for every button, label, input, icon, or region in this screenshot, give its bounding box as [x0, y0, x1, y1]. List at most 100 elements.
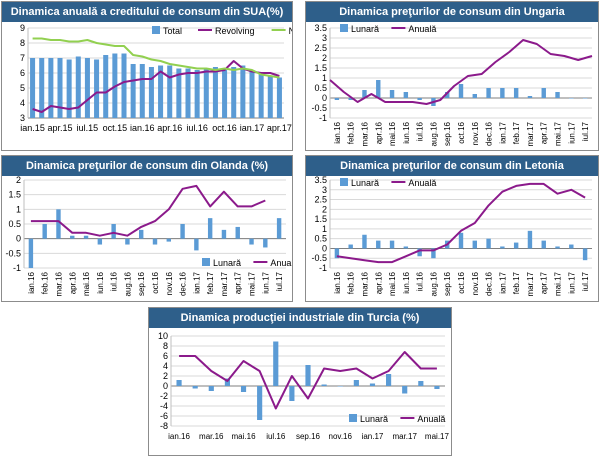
bar-total: [194, 70, 200, 118]
bar-lunară: [527, 96, 533, 98]
x-tick-label: dec.16: [179, 271, 188, 296]
x-tick-label: apr.16: [374, 121, 383, 144]
y-tick-label: 3: [322, 185, 327, 195]
bar-lunară: [257, 386, 263, 420]
x-tick-label: oct.16: [457, 271, 466, 293]
y-tick-label: 2.5: [314, 195, 327, 205]
x-tick-label: iul.16: [416, 271, 425, 291]
bar-lunară: [569, 98, 574, 99]
legend-label: Lunară: [360, 414, 388, 424]
x-tick-label: nov.16: [471, 271, 480, 295]
x-tick-label: apr.16: [68, 271, 77, 294]
y-tick-label: 3: [20, 113, 25, 123]
bar-lunară: [273, 341, 279, 386]
bar-lunară: [417, 98, 422, 100]
y-tick-label: 1: [16, 204, 21, 214]
x-tick-label: nov.16: [471, 121, 480, 145]
chart-letonia: -1-0.500.511.522.533.5 ian.16 feb.16 mar.16…: [311, 176, 592, 296]
y-tick-label: 7: [20, 53, 25, 63]
y-tick-label: 3.5: [314, 176, 327, 185]
bar-total: [75, 56, 81, 118]
x-tick-label: ian.16: [333, 121, 342, 143]
y-tick-label: -4: [160, 401, 168, 411]
bar-total: [203, 68, 209, 118]
bar-lunară: [486, 88, 491, 98]
legend-label: Total: [163, 26, 182, 36]
x-tick-label: ian.16: [130, 123, 155, 133]
x-tick-label: iul.16: [266, 432, 286, 441]
x-tick-label: iun.17: [567, 121, 576, 143]
x-tick-label: ian.16: [27, 271, 36, 293]
x-tick-label: ian.16: [168, 432, 190, 441]
chart-panel-olanda: Dinamica preţurilor de consum din Olanda…: [1, 155, 293, 302]
line-revolving: [32, 60, 280, 113]
bar-lunară: [221, 229, 227, 239]
bar-lunară: [569, 244, 574, 249]
x-tick-label: mai.17: [554, 121, 563, 146]
x-tick-label: mar.17: [526, 271, 535, 296]
bar-total: [249, 71, 255, 118]
bar-lunară: [458, 232, 464, 249]
x-tick-label: nov.16: [165, 271, 174, 295]
bar-lunară: [403, 246, 409, 249]
x-tick-label: iul.15: [77, 123, 99, 133]
x-tick-label: iun.16: [402, 121, 411, 143]
bar-lunară: [348, 244, 353, 249]
bar-lunară: [152, 238, 158, 245]
bar-total: [121, 53, 127, 118]
bar-lunară: [389, 90, 395, 98]
y-tick-label: -2: [160, 391, 168, 401]
line-anuală: [179, 351, 437, 410]
x-tick-label: mar.17: [526, 121, 535, 146]
x-tick-label: iul.16: [186, 123, 208, 133]
x-tick-label: apr.16: [374, 271, 383, 294]
bar-lunară: [240, 386, 247, 392]
bar-total: [222, 70, 228, 118]
bar-lunară: [276, 218, 282, 239]
bar-lunară: [192, 386, 198, 389]
bar-lunară: [376, 240, 381, 249]
bar-lunară: [389, 240, 395, 249]
y-tick-label: 0.5: [8, 219, 21, 229]
x-tick-label: oct.16: [457, 121, 466, 143]
x-tick-label: oct.16: [212, 123, 237, 133]
bar-lunară: [235, 226, 240, 239]
bar-total: [231, 67, 237, 118]
bar-total: [212, 67, 218, 118]
bar-lunară: [263, 238, 268, 248]
bar-lunară: [111, 224, 116, 239]
x-tick-label: mai.17: [425, 432, 450, 441]
bar-lunară: [417, 248, 422, 257]
bar-lunară: [527, 230, 533, 249]
bar-lunară: [289, 386, 295, 401]
x-tick-label: apr.15: [47, 123, 72, 133]
bar-lunară: [139, 229, 144, 239]
legend-label: Revolving: [215, 26, 255, 36]
chart-ungaria: -1-0.500.511.522.533.5 ian.16 feb.16 mar.16…: [311, 23, 593, 146]
x-tick-label: ian.17: [362, 432, 384, 441]
y-tick-label: -1: [319, 263, 327, 273]
bar-lunară: [458, 84, 464, 98]
y-tick-label: 10: [158, 331, 168, 341]
bar-total: [267, 76, 273, 118]
bar-lunară: [83, 235, 89, 239]
x-tick-label: apr.17: [267, 123, 292, 133]
x-tick-label: apr.16: [157, 123, 182, 133]
x-tick-label: feb.16: [41, 271, 50, 294]
legend-label: Anuală: [408, 24, 436, 34]
x-tick-label: iun.17: [567, 271, 576, 293]
x-tick-label: apr.17: [234, 271, 243, 294]
bar-total: [39, 58, 45, 118]
x-tick-label: aug.16: [429, 271, 438, 296]
x-tick-label: ian.15: [20, 123, 45, 133]
x-tick-label: mai.16: [388, 271, 397, 296]
y-tick-label: -0.5: [5, 248, 21, 258]
x-tick-label: mai.17: [248, 271, 257, 296]
legend-swatch: [340, 24, 348, 32]
legend-swatch: [202, 258, 210, 266]
legend-label: Nonrevolving: [289, 26, 292, 36]
bar-lunară: [321, 384, 327, 386]
x-tick-label: mar.16: [360, 271, 369, 296]
bar-lunară: [541, 88, 546, 98]
